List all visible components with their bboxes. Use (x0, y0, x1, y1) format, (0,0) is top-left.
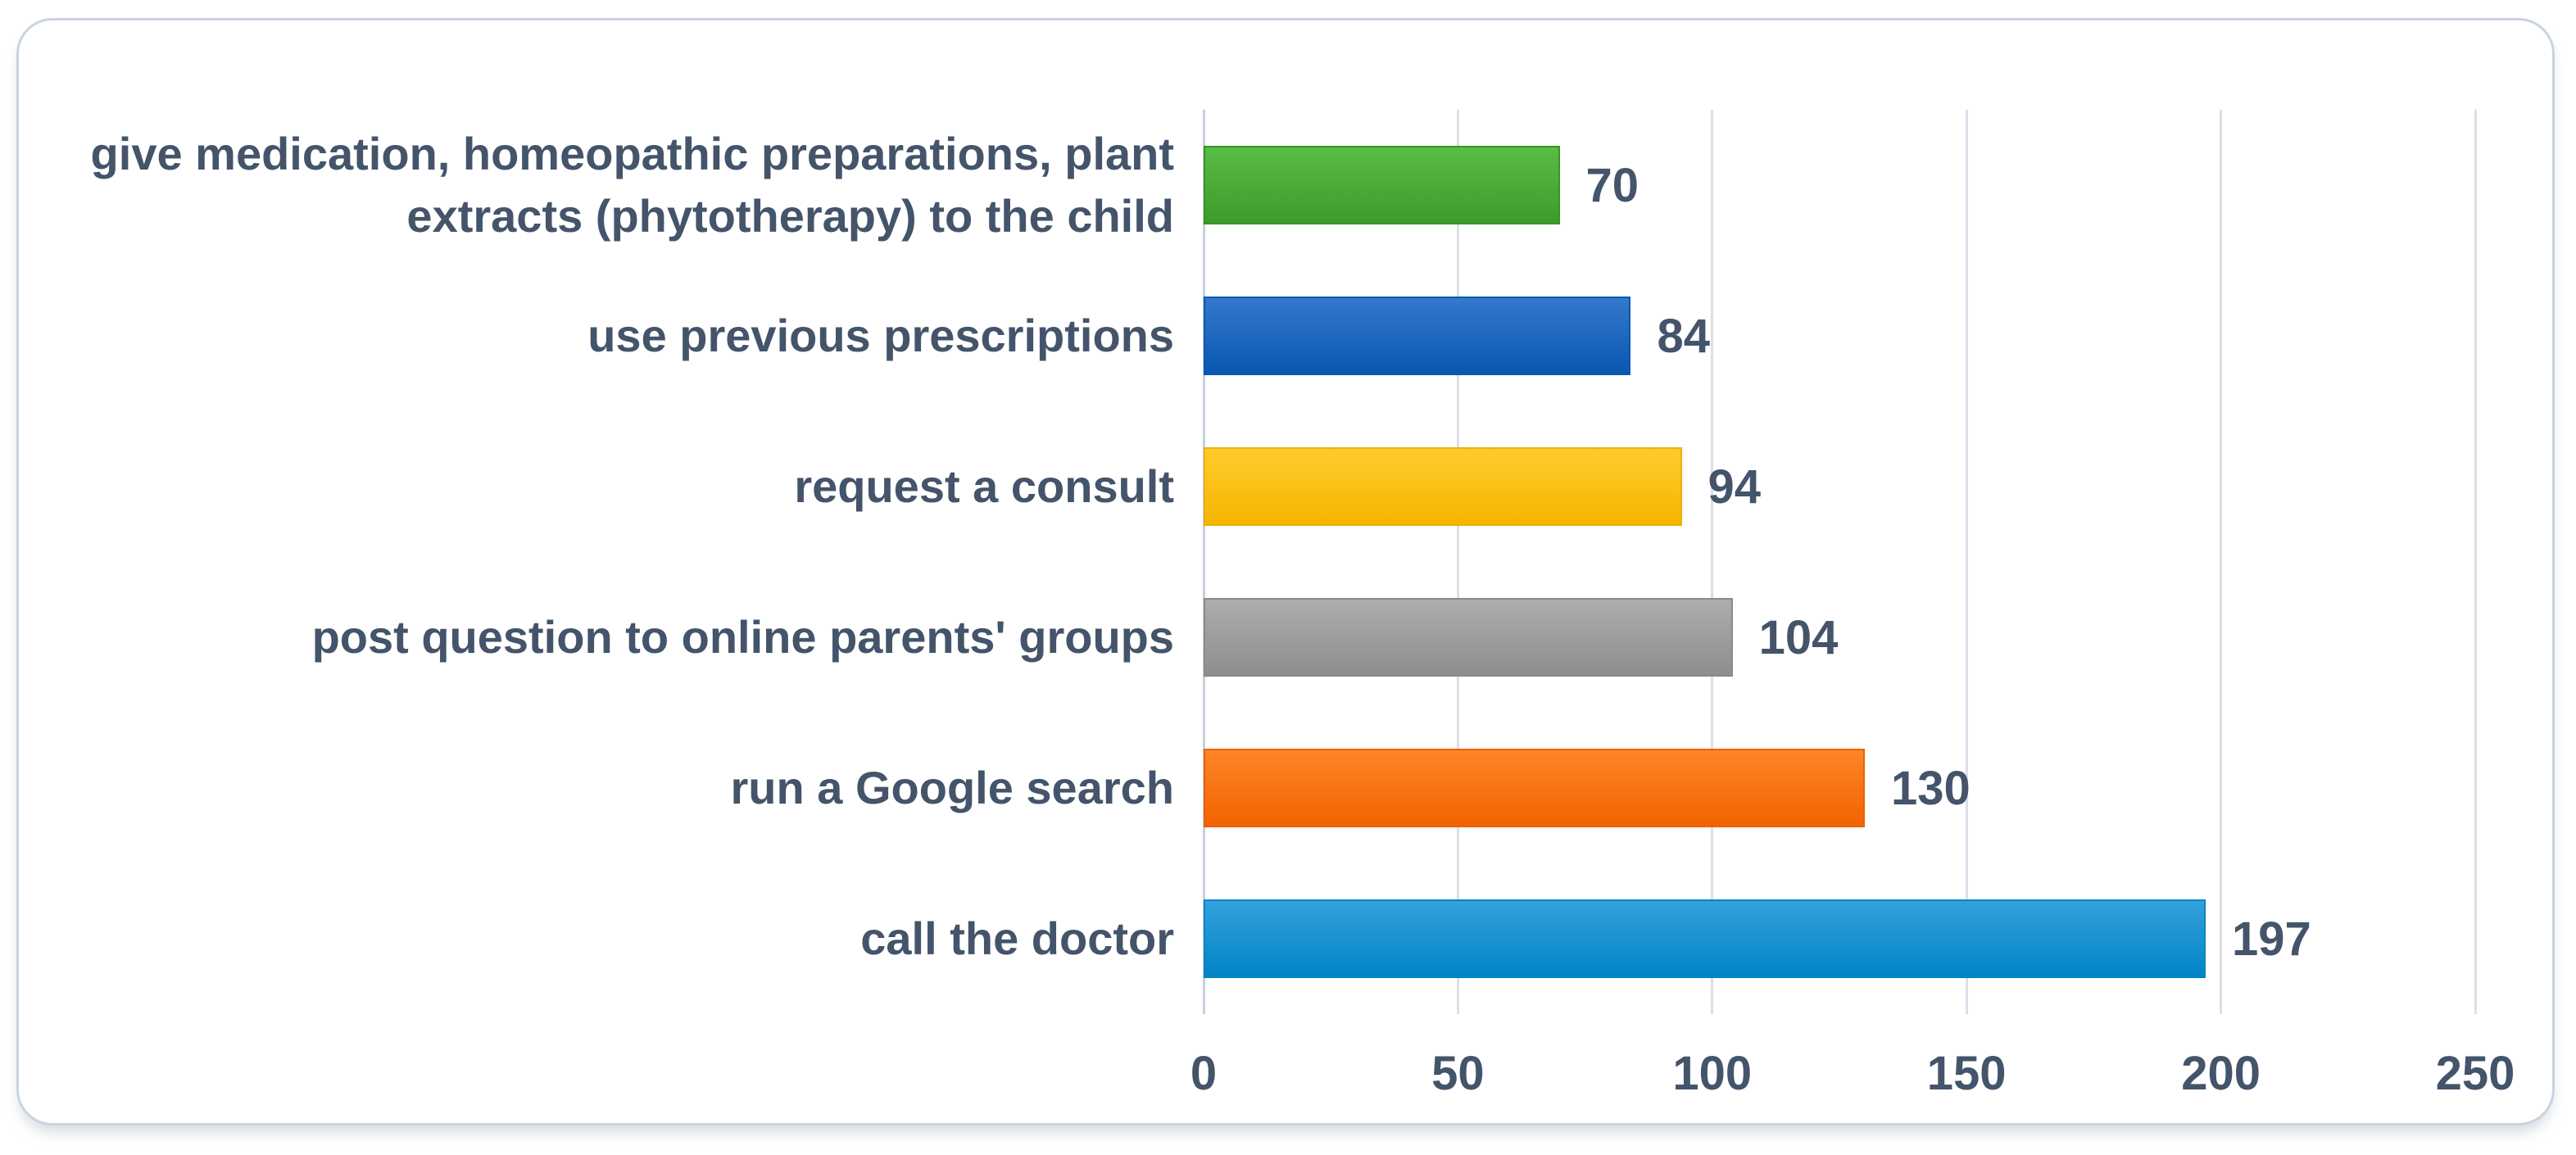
x-tick-label-200: 200 (2181, 1047, 2261, 1100)
bar-value-label: 70 (1585, 158, 1639, 212)
gridline-200 (2220, 110, 2223, 1014)
x-tick-label-100: 100 (1672, 1047, 1753, 1100)
category-label: run a Google search (730, 761, 1175, 813)
bar-row: 130 (1204, 713, 2576, 863)
bar-green (1204, 146, 1560, 224)
x-axis: 0 50 100 150 200 250 (1190, 1046, 2515, 1112)
bar-row: 104 (1204, 562, 2576, 713)
bar-orange (1204, 749, 1866, 827)
bar-row: 94 (1204, 411, 2576, 562)
category-axis: give medication, homeopathic preparation… (52, 110, 1174, 1014)
bar-yellow (1204, 447, 1682, 526)
value-axis-line (1202, 110, 1205, 1014)
bar-light-blue (1204, 899, 2206, 978)
gridline-100 (1711, 110, 1714, 1014)
plot-area: 70 84 94 104 130 197 (1202, 110, 2477, 1014)
bar-row: 197 (1204, 863, 2576, 1014)
gridline-250 (2474, 110, 2477, 1014)
bar-row: 84 (1204, 260, 2576, 411)
category-label: use previous prescriptions (587, 309, 1174, 361)
x-tick-label-50: 50 (1431, 1047, 1485, 1100)
bar-row: 70 (1204, 110, 2576, 260)
gridline-50 (1456, 110, 1459, 1014)
bar-value-label: 104 (1758, 610, 1839, 664)
chart-card: give medication, homeopathic preparation… (16, 18, 2555, 1126)
bar-value-label: 130 (1891, 761, 1971, 815)
gridline-150 (1965, 110, 1968, 1014)
x-tick-label-150: 150 (1926, 1047, 2007, 1100)
x-tick-label-250: 250 (2435, 1047, 2515, 1100)
category-label: post question to online parents' groups (311, 610, 1174, 663)
x-tick-label-0: 0 (1190, 1047, 1218, 1100)
bar-gray (1204, 598, 1733, 677)
category-label: give medication, homeopathic preparation… (90, 127, 1174, 242)
bar-blue (1204, 297, 1631, 375)
category-label: call the doctor (860, 912, 1174, 964)
bar-value-label: 84 (1657, 309, 1710, 363)
bar-value-label: 94 (1708, 460, 1762, 514)
category-label: request a consult (794, 460, 1174, 512)
bar-value-label: 197 (2231, 912, 2311, 966)
